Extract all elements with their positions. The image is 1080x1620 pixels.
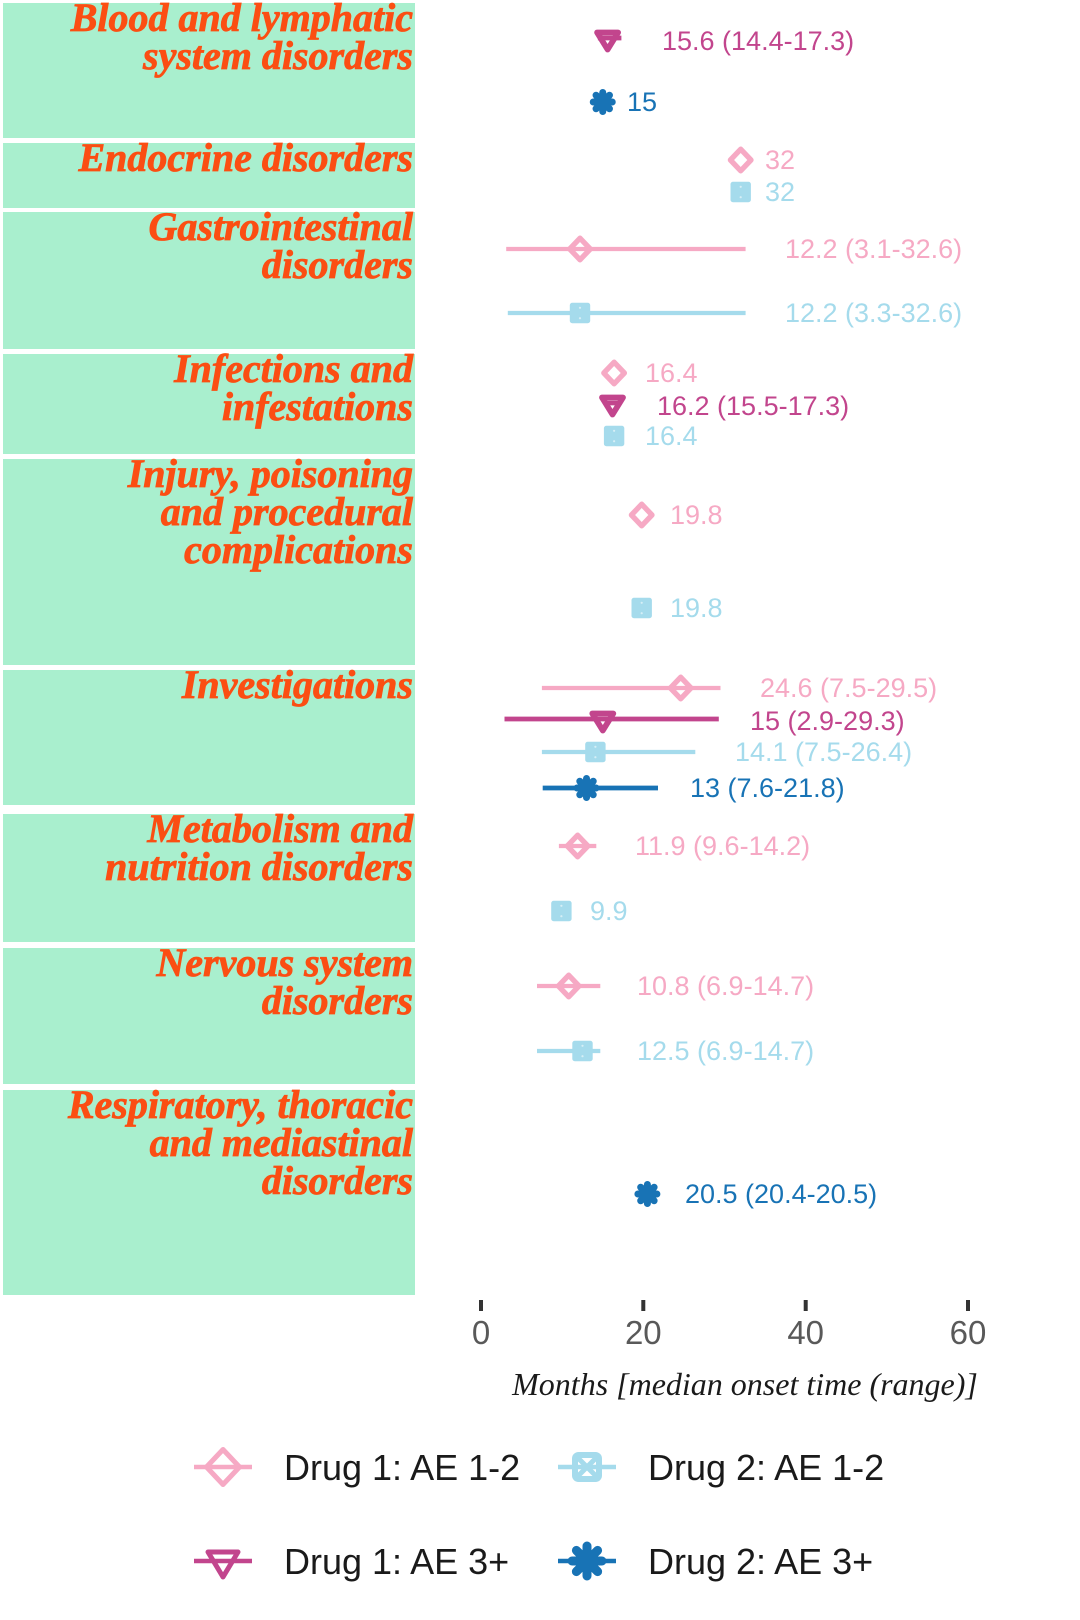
- svg-text:32: 32: [765, 177, 795, 207]
- svg-text:12.2 (3.3-32.6): 12.2 (3.3-32.6): [785, 298, 962, 328]
- svg-text:9.9: 9.9: [590, 896, 628, 926]
- svg-text:0: 0: [472, 1314, 490, 1351]
- svg-text:19.8: 19.8: [670, 593, 723, 623]
- svg-text:15 (2.9-29.3): 15 (2.9-29.3): [750, 706, 905, 736]
- svg-text:20: 20: [625, 1314, 662, 1351]
- svg-text:20.5 (20.4-20.5): 20.5 (20.4-20.5): [685, 1179, 877, 1209]
- svg-text:16.2 (15.5-17.3): 16.2 (15.5-17.3): [657, 391, 849, 421]
- svg-text:15.6 (14.4-17.3): 15.6 (14.4-17.3): [662, 26, 854, 56]
- svg-text:16.4: 16.4: [645, 358, 698, 388]
- svg-text:32: 32: [765, 145, 795, 175]
- svg-text:24.6 (7.5-29.5): 24.6 (7.5-29.5): [760, 673, 937, 703]
- svg-text:11.9 (9.6-14.2): 11.9 (9.6-14.2): [635, 831, 810, 861]
- svg-text:16.4: 16.4: [645, 421, 698, 451]
- svg-text:14.1 (7.5-26.4): 14.1 (7.5-26.4): [735, 737, 912, 767]
- svg-text:40: 40: [787, 1314, 824, 1351]
- svg-text:12.2 (3.1-32.6): 12.2 (3.1-32.6): [785, 234, 962, 264]
- svg-text:Drug 1: AE 1-2: Drug 1: AE 1-2: [284, 1447, 520, 1488]
- svg-text:Drug 2: AE 1-2: Drug 2: AE 1-2: [648, 1447, 884, 1488]
- svg-text:10.8 (6.9-14.7): 10.8 (6.9-14.7): [637, 971, 814, 1001]
- svg-text:60: 60: [950, 1314, 987, 1351]
- svg-text:Drug 2: AE 3+: Drug 2: AE 3+: [648, 1541, 873, 1582]
- svg-text:19.8: 19.8: [670, 500, 723, 530]
- svg-text:Drug 1: AE 3+: Drug 1: AE 3+: [284, 1541, 509, 1582]
- svg-text:13 (7.6-21.8): 13 (7.6-21.8): [690, 773, 845, 803]
- svg-text:15: 15: [627, 87, 657, 117]
- svg-text:12.5 (6.9-14.7): 12.5 (6.9-14.7): [637, 1036, 814, 1066]
